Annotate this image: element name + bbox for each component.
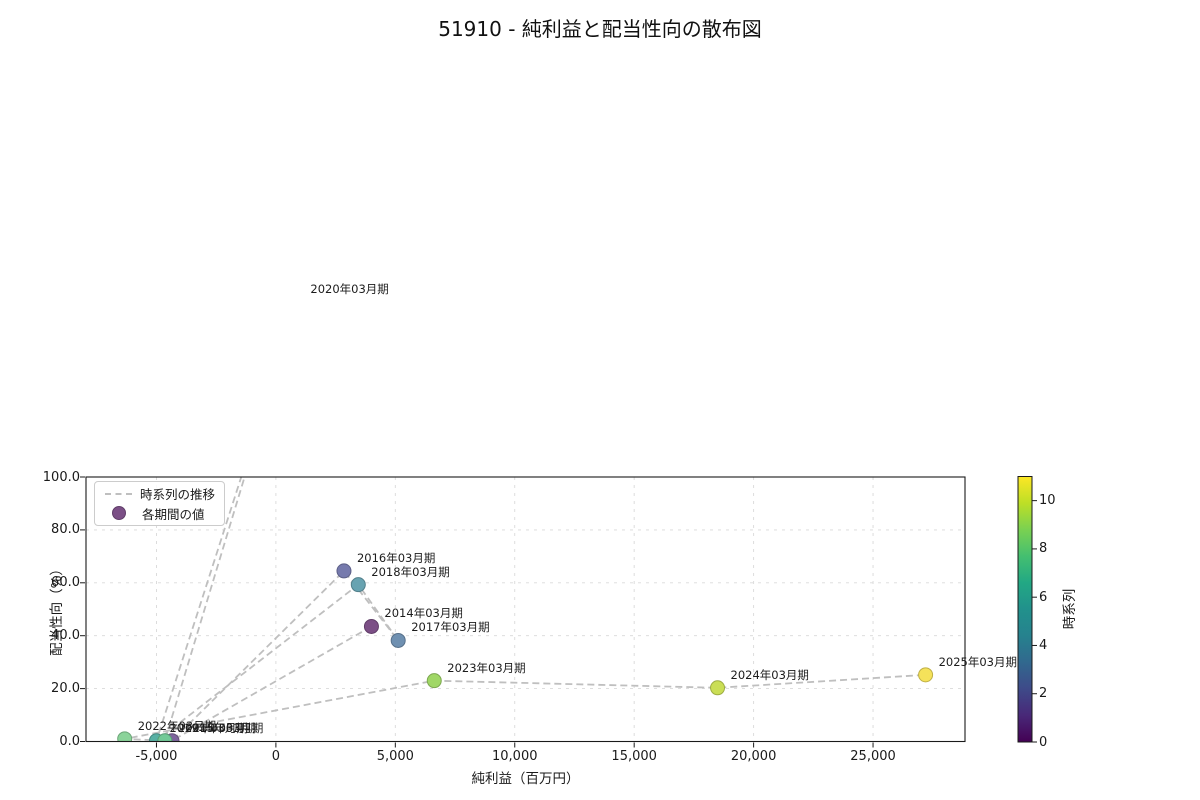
- colorbar-tick-label: 6: [1039, 589, 1048, 605]
- point-label: 2025年03月期: [938, 654, 1017, 669]
- y-tick-label: 60.0: [51, 575, 80, 591]
- point-label: 2017年03月期: [411, 620, 490, 635]
- x-tick-label: 0: [271, 749, 281, 764]
- y-tick-label: 20.0: [51, 681, 80, 697]
- colorbar-tick-label: 4: [1039, 637, 1048, 653]
- point-label: 2018年03月期: [371, 564, 450, 579]
- legend-marker-label: 各期間の値: [142, 506, 205, 522]
- legend-dashed-line-swatch: [105, 492, 132, 495]
- y-tick-label: 0.0: [59, 734, 80, 749]
- point-label: 2019年03月期: [169, 720, 248, 735]
- point-label: 2022年03月期: [137, 718, 217, 733]
- scatter-point: [918, 667, 934, 683]
- x-tick-label: 20,000: [730, 749, 777, 764]
- colorbar-tick-label: 8: [1039, 541, 1048, 557]
- time-series-path: [124, 477, 926, 742]
- point-label: 2023年03月期: [447, 660, 526, 675]
- y-tick-label: 80.0: [51, 522, 80, 538]
- scatter-point: [157, 733, 173, 742]
- legend: 時系列の推移 各期間の値: [94, 481, 225, 526]
- legend-line-label: 時系列の推移: [140, 487, 216, 503]
- legend-row-line: 時系列の推移: [95, 484, 224, 503]
- scatter-point: [336, 563, 352, 579]
- point-label: 2024年03月期: [730, 667, 809, 682]
- legend-marker-swatch: [112, 506, 126, 521]
- x-tick-label: 25,000: [850, 749, 896, 764]
- point-label: 2020年03月期: [310, 282, 389, 297]
- point-label: 2014年03月期: [384, 606, 463, 621]
- x-tick-label: -5,000: [135, 749, 178, 764]
- y-axis-label: 配当性向（%）: [49, 562, 65, 656]
- point-label: 2021年03月期: [177, 720, 257, 735]
- scatter-point: [710, 680, 726, 696]
- legend-row-marker: 各期間の値: [95, 504, 224, 523]
- scatter-points: [117, 295, 934, 742]
- plot-frame: [85, 476, 966, 743]
- x-tick-label: 5,000: [376, 749, 414, 764]
- colorbar-tick-label: 2: [1039, 686, 1048, 702]
- scatter-point: [363, 618, 379, 634]
- x-tick-label: 15,000: [611, 749, 657, 764]
- point-label: 2015年03月期: [184, 720, 264, 735]
- scatter-point: [426, 673, 442, 689]
- x-axis-label: 純利益（百万円）: [471, 771, 580, 787]
- scatter-point: [350, 577, 366, 593]
- colorbar-tick-label: 10: [1039, 493, 1056, 509]
- y-tick-label: 40.0: [51, 628, 80, 644]
- colorbar-label: 時系列: [1062, 588, 1078, 630]
- scatter-point: [390, 632, 406, 648]
- y-tick-label: 100.0: [42, 469, 80, 485]
- chart-title: 51910 - 純利益と配当性向の散布図: [438, 17, 762, 41]
- colorbar-tick-label: 0: [1039, 734, 1048, 750]
- colorbar: [1017, 476, 1033, 743]
- scatter-point: [290, 295, 304, 309]
- point-label: 2016年03月期: [356, 550, 436, 565]
- scatter-point: [117, 731, 133, 742]
- x-tick-label: 10,000: [492, 749, 538, 764]
